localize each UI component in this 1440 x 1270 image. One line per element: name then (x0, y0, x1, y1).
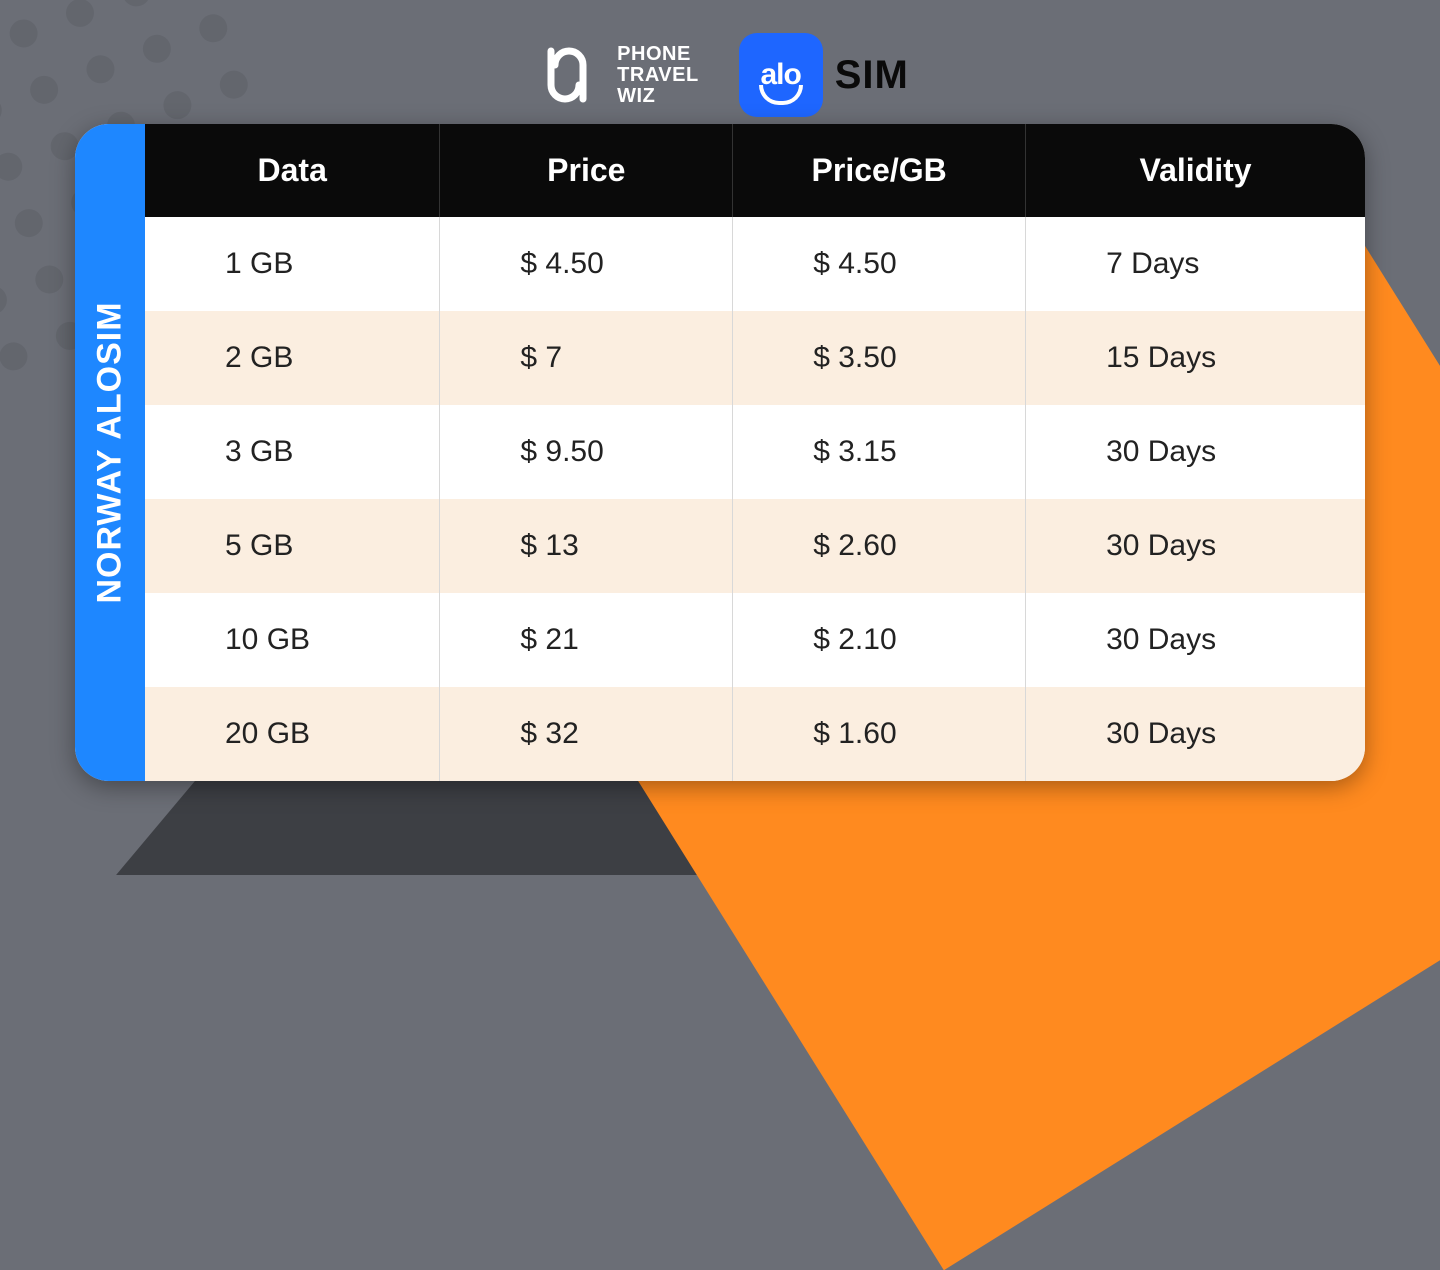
ptw-logo-icon (531, 39, 603, 111)
ptw-line2: TRAVEL (617, 65, 699, 86)
table-cell: 7 Days (1026, 217, 1365, 311)
table-cell: $ 3.15 (733, 405, 1026, 499)
side-label: NORWAY ALOSIM (75, 124, 145, 781)
table-cell: 20 GB (145, 687, 440, 781)
table-cell: 2 GB (145, 311, 440, 405)
table-cell: $ 3.50 (733, 311, 1026, 405)
col-data: Data (145, 124, 440, 217)
table-row: 5 GB$ 13$ 2.6030 Days (145, 499, 1365, 593)
col-price: Price (440, 124, 733, 217)
table-row: 1 GB$ 4.50$ 4.507 Days (145, 217, 1365, 311)
table-cell: $ 7 (440, 311, 733, 405)
table-header-row: Data Price Price/GB Validity (145, 124, 1365, 217)
table-cell: $ 2.10 (733, 593, 1026, 687)
pricing-table: Data Price Price/GB Validity 1 GB$ 4.50$… (145, 124, 1365, 781)
table-body: 1 GB$ 4.50$ 4.507 Days2 GB$ 7$ 3.5015 Da… (145, 217, 1365, 781)
table-cell: $ 13 (440, 499, 733, 593)
table-row: 2 GB$ 7$ 3.5015 Days (145, 311, 1365, 405)
table-cell: $ 1.60 (733, 687, 1026, 781)
table-cell: 1 GB (145, 217, 440, 311)
table-cell: 30 Days (1026, 499, 1365, 593)
table-wrap: PHONE TRAVEL WIZ Data Price Price/GB Val… (145, 124, 1365, 781)
table-row: 10 GB$ 21$ 2.1030 Days (145, 593, 1365, 687)
table-cell: $ 21 (440, 593, 733, 687)
table-cell: $ 4.50 (733, 217, 1026, 311)
table-cell: $ 4.50 (440, 217, 733, 311)
side-label-text: NORWAY ALOSIM (91, 301, 130, 603)
table-cell: 30 Days (1026, 593, 1365, 687)
alo-badge-icon: alo (739, 33, 823, 117)
col-price-gb: Price/GB (733, 124, 1026, 217)
table-cell: $ 32 (440, 687, 733, 781)
table-cell: $ 9.50 (440, 405, 733, 499)
alo-badge-text: alo (761, 58, 801, 92)
ptw-line3: WIZ (617, 86, 699, 107)
alosim-logo: alo SIM (739, 33, 909, 117)
phone-travel-wiz-logo: PHONE TRAVEL WIZ (531, 39, 699, 111)
table-cell: 30 Days (1026, 687, 1365, 781)
table-cell: 5 GB (145, 499, 440, 593)
ptw-logo-text: PHONE TRAVEL WIZ (617, 44, 699, 107)
table-cell: $ 2.60 (733, 499, 1026, 593)
table-cell: 3 GB (145, 405, 440, 499)
table-cell: 30 Days (1026, 405, 1365, 499)
table-cell: 15 Days (1026, 311, 1365, 405)
header: PHONE TRAVEL WIZ alo SIM (0, 0, 1440, 120)
col-validity: Validity (1026, 124, 1365, 217)
table-row: 20 GB$ 32$ 1.6030 Days (145, 687, 1365, 781)
ptw-line1: PHONE (617, 44, 699, 65)
table-cell: 10 GB (145, 593, 440, 687)
sim-text: SIM (835, 53, 909, 98)
pricing-panel: NORWAY ALOSIM PHONE TRAVEL WIZ Data Pric… (75, 124, 1365, 781)
table-row: 3 GB$ 9.50$ 3.1530 Days (145, 405, 1365, 499)
